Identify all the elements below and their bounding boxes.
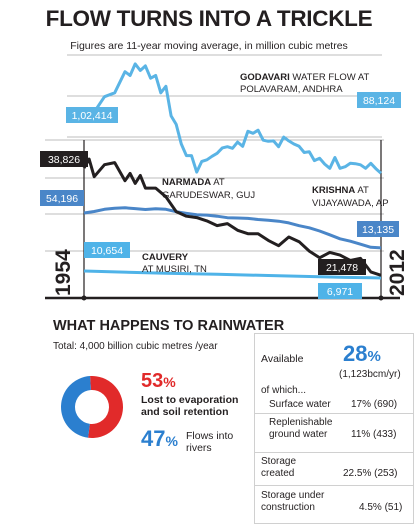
series-line-narmada xyxy=(82,157,382,277)
row-value-storage-created: 22.5% (253) xyxy=(343,468,398,479)
narmada-start-box xyxy=(40,151,88,167)
available-label: Available xyxy=(261,353,304,365)
x-tick-end: 2012 xyxy=(386,249,409,296)
krishna-name-label-2: VIJAYAWADA, AP xyxy=(312,198,389,209)
godavari-start-value: 1,02,414 xyxy=(72,110,113,122)
cauvery-name-label-2: AT MUSIRI, TN xyxy=(142,264,207,275)
line-chart: 1954 2012 GODAVARI WATER FLOW AT POLAVAR… xyxy=(40,54,409,301)
flows-label: Flows into rivers xyxy=(186,430,234,454)
krishna-end-value: 13,135 xyxy=(362,224,394,236)
krishna-start-value: 54,196 xyxy=(46,193,78,205)
x-axis-end-dot xyxy=(378,295,384,301)
cauvery-end-box xyxy=(318,283,362,299)
narmada-end-value: 21,478 xyxy=(326,262,358,274)
row-label-storage-construction: Storage under construction xyxy=(261,490,325,513)
chart-title: FLOW TURNS INTO A TRICKLE xyxy=(45,6,373,31)
cauvery-end-value: 6,971 xyxy=(327,286,353,298)
cauvery-start-value: 10,654 xyxy=(91,245,123,257)
row-value-groundwater: 11% (433) xyxy=(351,429,397,440)
lost-percent: 53% xyxy=(141,370,176,392)
water-availability-table: Available 28% (1,123bcm/yr) of which... … xyxy=(254,333,414,524)
of-which-label: of which... xyxy=(261,385,307,396)
table-divider xyxy=(255,485,413,486)
godavari-end-box xyxy=(357,92,401,108)
rainwater-donut xyxy=(61,376,124,438)
krishna-name-label: KRISHNA AT xyxy=(312,185,369,196)
x-axis-start-dot xyxy=(81,295,87,301)
cauvery-start-box xyxy=(84,242,130,258)
table-divider xyxy=(255,413,413,414)
lost-label: Lost to evaporation and soil retention xyxy=(141,394,239,418)
krishna-end-box xyxy=(357,221,399,237)
available-amount: (1,123bcm/yr) xyxy=(339,369,401,380)
row-label-surface: Surface water xyxy=(269,399,331,410)
cauvery-name-label: CAUVERY xyxy=(142,252,189,263)
row-label-groundwater: Replenishable ground water xyxy=(269,417,333,440)
rainwater-subtitle: Total: 4,000 billion cubic metres /year xyxy=(53,341,218,352)
chart-subtitle: Figures are 11-year moving average, in m… xyxy=(70,40,348,52)
row-value-storage-construction: 4.5% (51) xyxy=(359,502,403,513)
series-line-godavari xyxy=(83,62,382,175)
series-line-cauvery xyxy=(83,269,382,280)
godavari-name-label: GODAVARI WATER FLOW AT xyxy=(240,72,370,83)
donut-slice-lost xyxy=(88,376,124,438)
narmada-start-value: 38,826 xyxy=(48,154,80,166)
rainwater-title: WHAT HAPPENS TO RAINWATER xyxy=(53,318,285,334)
godavari-name-label-2: POLAVARAM, ANDHRA xyxy=(240,84,343,95)
table-divider xyxy=(255,452,413,453)
row-label-storage-created: Storage created xyxy=(261,456,297,479)
narmada-end-box xyxy=(318,259,366,275)
narmada-name-label-2: GARUDESWAR, GUJ xyxy=(162,190,255,201)
godavari-end-value: 88,124 xyxy=(363,95,395,107)
narmada-name-label: NARMADA AT xyxy=(162,177,225,188)
donut-slice-flows xyxy=(61,376,91,438)
row-value-surface: 17% (690) xyxy=(351,399,398,410)
godavari-start-box xyxy=(66,107,118,123)
x-tick-start: 1954 xyxy=(52,249,75,296)
available-percent: 28% xyxy=(343,341,381,366)
krishna-start-box xyxy=(40,190,84,206)
series-line-krishna xyxy=(83,206,382,250)
flows-percent: 47% xyxy=(141,426,178,451)
